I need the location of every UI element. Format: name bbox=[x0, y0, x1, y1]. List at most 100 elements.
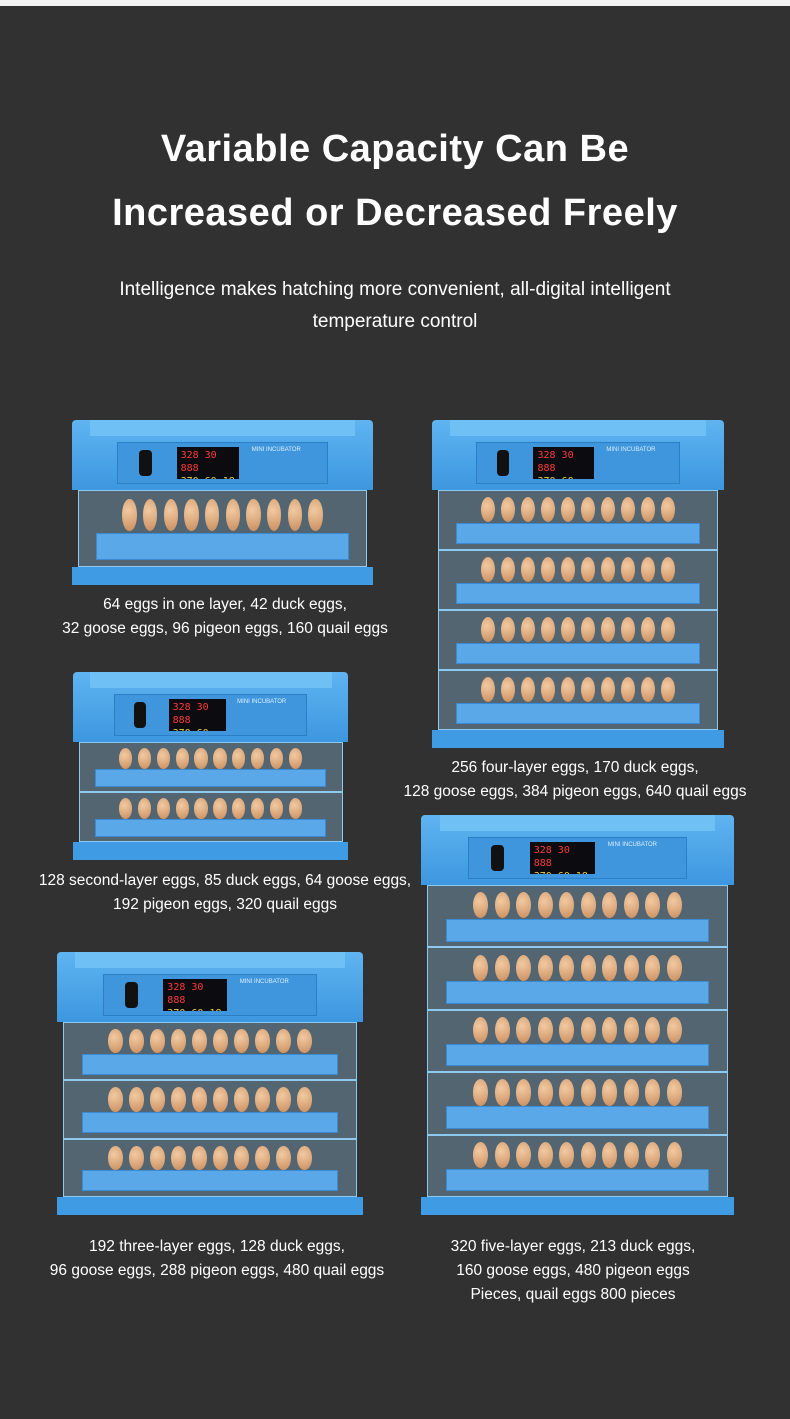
egg bbox=[621, 497, 636, 523]
egg bbox=[204, 498, 220, 532]
egg bbox=[520, 677, 535, 703]
egg bbox=[641, 497, 656, 523]
digital-display: 328 30 888 370 60 18 bbox=[176, 447, 240, 479]
egg bbox=[559, 1079, 575, 1106]
egg bbox=[623, 954, 639, 981]
page-title-line2: Increased or Decreased Freely bbox=[112, 192, 678, 234]
egg bbox=[251, 797, 265, 819]
egg bbox=[645, 1017, 661, 1044]
egg-row bbox=[478, 676, 678, 704]
egg bbox=[661, 497, 676, 523]
egg-tray bbox=[81, 1170, 339, 1192]
egg-layer bbox=[437, 670, 719, 730]
lid-top bbox=[449, 420, 707, 436]
egg bbox=[537, 1079, 553, 1106]
egg bbox=[192, 1087, 207, 1112]
egg-layer bbox=[437, 550, 719, 610]
egg-tray bbox=[81, 1112, 339, 1134]
egg bbox=[156, 797, 170, 819]
egg bbox=[537, 1017, 553, 1044]
egg bbox=[516, 892, 532, 919]
display-row2: 370 60 18 bbox=[167, 1007, 223, 1010]
capacity-caption-3: 192 three-layer eggs, 128 duck eggs, 96 g… bbox=[0, 1235, 467, 1283]
egg-tray bbox=[96, 532, 349, 560]
egg bbox=[175, 747, 189, 769]
egg-tray bbox=[446, 1043, 709, 1067]
egg bbox=[520, 557, 535, 583]
egg bbox=[171, 1087, 186, 1112]
incubator-base bbox=[421, 1197, 734, 1215]
egg bbox=[255, 1028, 270, 1054]
egg bbox=[192, 1028, 207, 1054]
egg bbox=[276, 1028, 291, 1054]
egg-tray bbox=[446, 919, 709, 942]
display-row1: 328 30 888 bbox=[533, 845, 570, 870]
egg bbox=[540, 497, 555, 523]
egg bbox=[480, 677, 495, 703]
egg-row bbox=[470, 953, 685, 982]
egg bbox=[108, 1145, 123, 1170]
incubator-lid: 328 30 888 370 60 18 MINI INCUBATOR bbox=[73, 672, 348, 742]
egg bbox=[287, 498, 302, 532]
digital-display: 328 30 888 370 60 18 bbox=[533, 447, 595, 479]
egg bbox=[122, 498, 137, 532]
egg bbox=[142, 498, 158, 532]
egg bbox=[600, 617, 615, 643]
top-strip bbox=[0, 0, 790, 6]
page-title-line1: Variable Capacity Can Be bbox=[160, 128, 630, 170]
egg bbox=[246, 498, 261, 532]
caption-line: Pieces, quail eggs 800 pieces bbox=[470, 1286, 676, 1303]
digital-display: 328 30 888 370 60 18 bbox=[529, 842, 595, 874]
caption-line: 128 goose eggs, 384 pigeon eggs, 640 qua… bbox=[403, 783, 747, 800]
egg bbox=[234, 1145, 249, 1170]
egg bbox=[516, 1141, 532, 1168]
egg bbox=[184, 498, 199, 532]
egg bbox=[580, 1017, 596, 1044]
capacity-caption-5: 320 five-layer eggs, 213 duck eggs, 160 g… bbox=[323, 1235, 790, 1307]
egg bbox=[108, 1087, 123, 1112]
egg bbox=[232, 797, 246, 819]
egg bbox=[580, 954, 596, 981]
egg bbox=[623, 1017, 639, 1044]
egg-row bbox=[105, 1144, 315, 1171]
egg-row bbox=[470, 1078, 685, 1107]
power-socket-icon bbox=[139, 450, 152, 476]
egg-row bbox=[478, 556, 678, 584]
egg bbox=[641, 677, 656, 703]
egg bbox=[661, 677, 676, 703]
control-panel: 328 30 888 370 60 18 MINI INCUBATOR bbox=[467, 837, 688, 879]
egg bbox=[213, 1145, 228, 1170]
panel-label: MINI INCUBATOR bbox=[607, 841, 658, 848]
egg bbox=[516, 1017, 532, 1044]
egg bbox=[560, 677, 575, 703]
incubator-base bbox=[73, 842, 348, 860]
display-row2: 370 60 18 bbox=[537, 475, 590, 478]
egg bbox=[580, 892, 596, 919]
control-panel: 328 30 888 370 60 18 MINI INCUBATOR bbox=[114, 694, 307, 736]
egg bbox=[194, 747, 208, 769]
egg bbox=[308, 498, 323, 532]
incubator-image-3: 328 30 888 370 60 18 MINI INCUBATOR bbox=[57, 952, 363, 1215]
egg-tray bbox=[455, 582, 701, 605]
egg bbox=[623, 892, 639, 919]
egg-layer bbox=[78, 792, 343, 842]
incubator-lid: 328 30 888 370 60 18 MINI INCUBATOR bbox=[421, 815, 734, 885]
egg bbox=[666, 1141, 682, 1168]
egg bbox=[516, 954, 532, 981]
egg bbox=[600, 557, 615, 583]
power-socket-icon bbox=[497, 450, 510, 476]
egg bbox=[175, 797, 189, 819]
egg bbox=[520, 617, 535, 643]
power-socket-icon bbox=[134, 702, 146, 728]
incubator-image-4: 328 30 888 370 60 18 MINI INCUBATOR bbox=[432, 420, 724, 748]
egg-tray bbox=[81, 1053, 339, 1075]
incubator-lid: 328 30 888 370 60 18 MINI INCUBATOR bbox=[432, 420, 724, 490]
egg bbox=[494, 1141, 510, 1168]
egg-layer bbox=[427, 1134, 728, 1197]
panel-label: MINI INCUBATOR bbox=[239, 978, 289, 985]
egg bbox=[666, 892, 682, 919]
egg bbox=[666, 1079, 682, 1106]
egg bbox=[213, 1028, 228, 1054]
egg bbox=[580, 1141, 596, 1168]
egg-layer bbox=[437, 610, 719, 670]
